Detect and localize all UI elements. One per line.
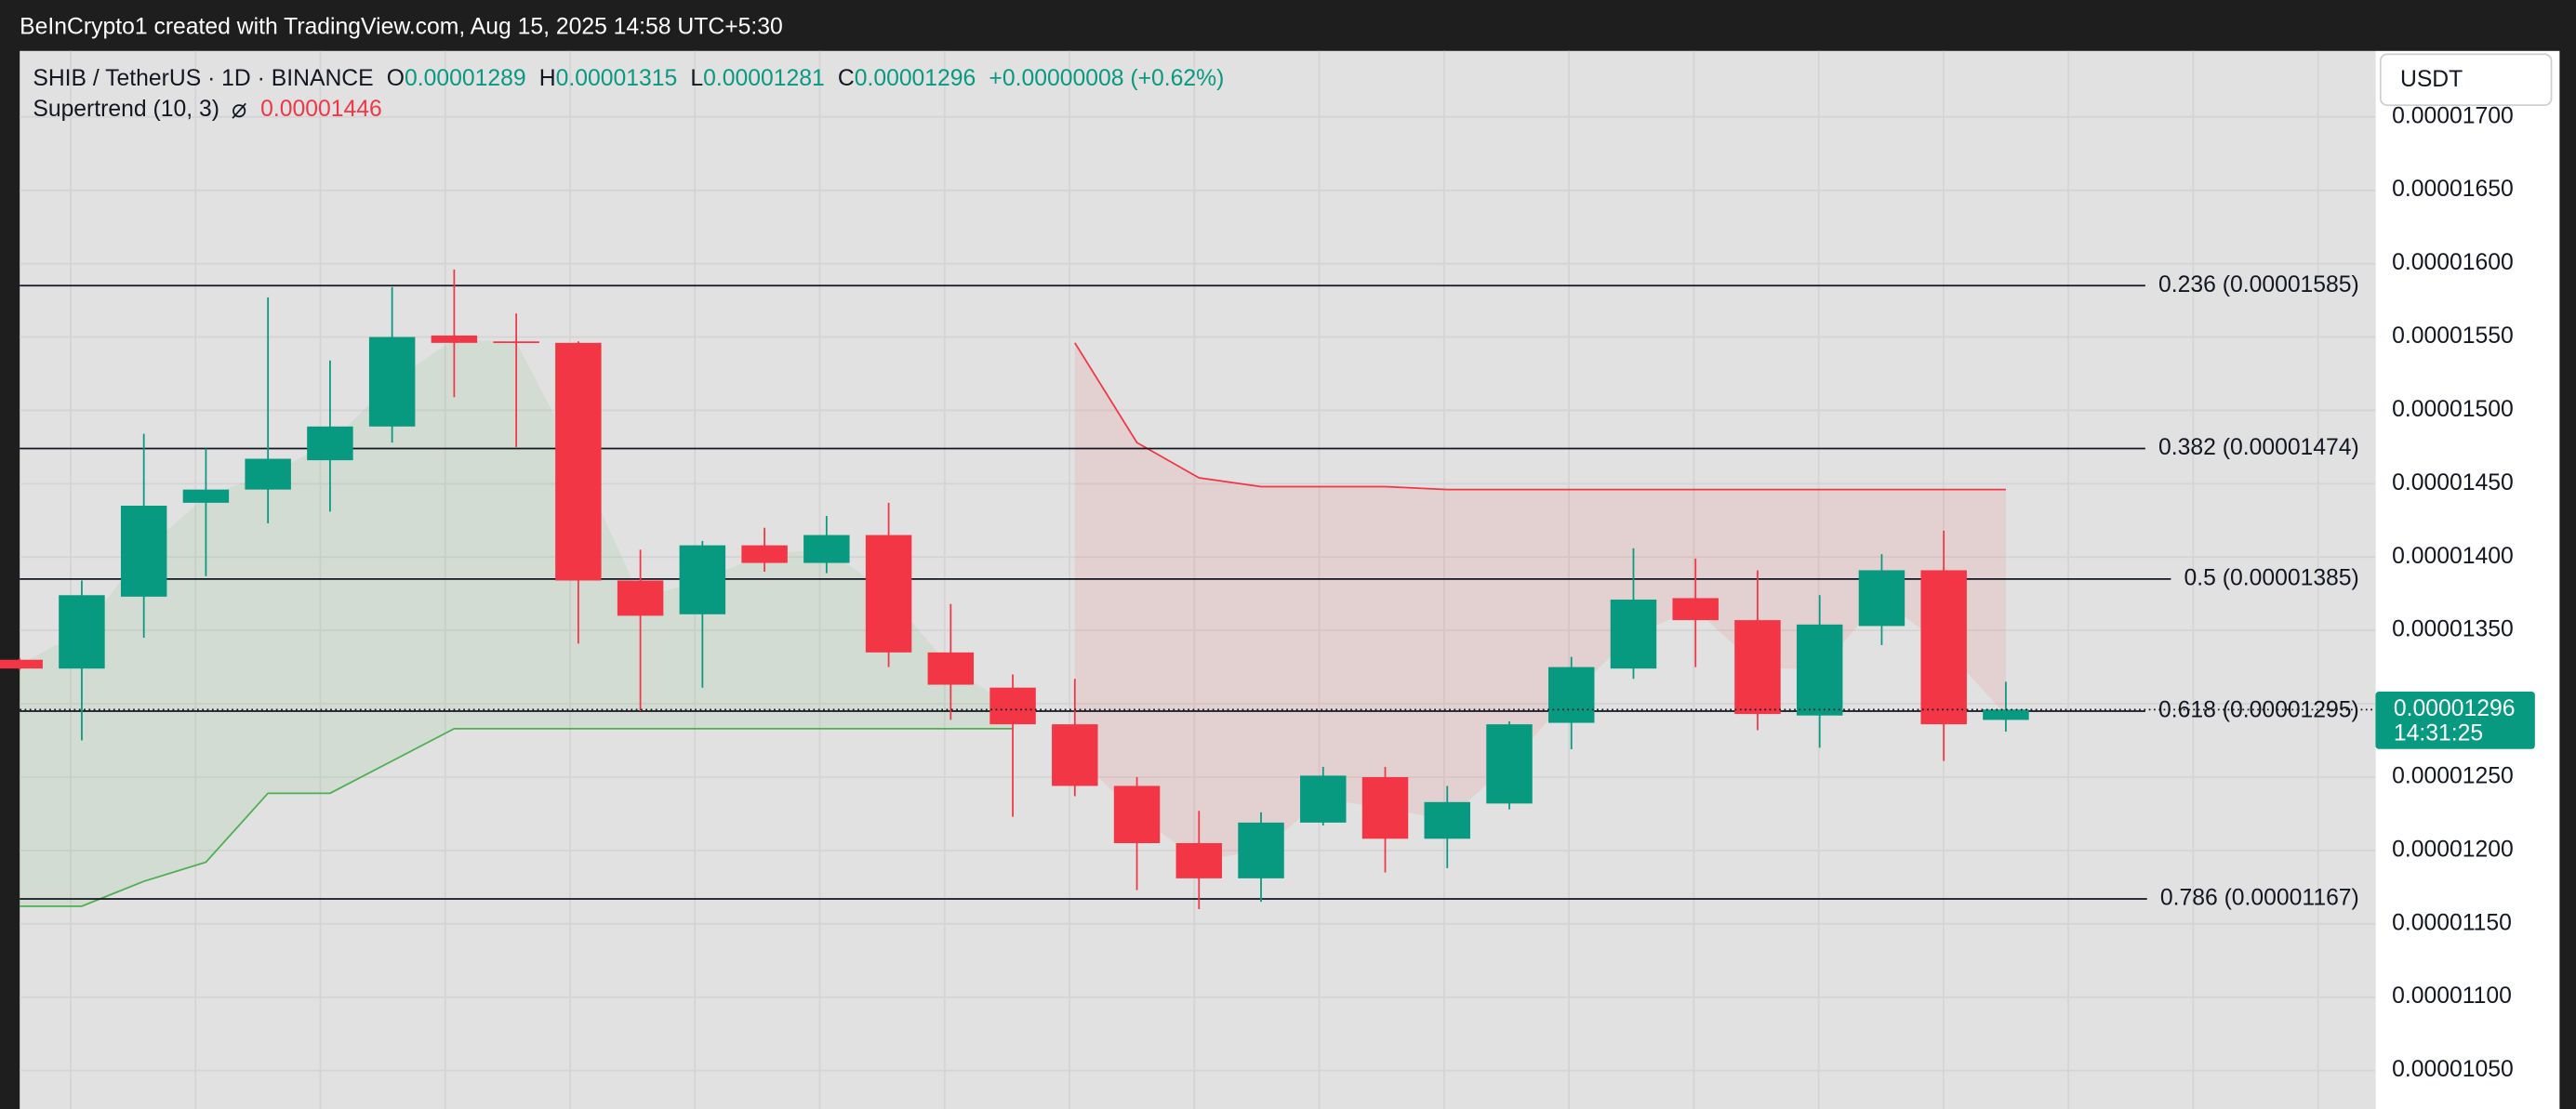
price-tag-value: 0.00001296 xyxy=(2394,696,2516,721)
candle-body xyxy=(803,535,850,563)
ohlc-value: 0.00001281 xyxy=(703,65,825,90)
candle-body xyxy=(1424,801,1470,839)
candle-body xyxy=(679,545,726,614)
candle-body xyxy=(1858,570,1905,627)
y-tick-label: 0.00001150 xyxy=(2392,910,2512,935)
legend-line: SHIB / TetherUS · 1D · BINANCE O0.0000128… xyxy=(33,65,1224,90)
candle-body xyxy=(989,687,1036,725)
change: +0.00000008 (+0.62%) xyxy=(989,65,1224,90)
candle-body xyxy=(1548,667,1595,723)
candle-body xyxy=(307,426,353,461)
y-tick-label: 0.00001250 xyxy=(2392,764,2514,789)
level-label: 0.786 (0.00001167) xyxy=(2160,885,2359,910)
candle-body xyxy=(1361,776,1409,839)
y-tick-label: 0.00001650 xyxy=(2392,177,2514,202)
candle-body xyxy=(1983,709,2029,720)
candle-body xyxy=(431,335,478,343)
y-tick-label: 0.00001500 xyxy=(2392,397,2514,422)
candle-body xyxy=(617,580,664,616)
y-tick-label: 0.00001100 xyxy=(2392,984,2512,1009)
currency: USDT xyxy=(2400,67,2463,92)
candle-body xyxy=(741,545,788,563)
y-tick-label: 0.00001700 xyxy=(2392,103,2514,128)
candle-body xyxy=(1175,842,1223,878)
candle-body xyxy=(0,659,43,669)
ohlc-letter: O xyxy=(387,65,405,90)
currency-box[interactable] xyxy=(2379,53,2553,106)
candle-body xyxy=(1734,620,1781,715)
candle-body xyxy=(1920,570,1967,725)
supertrend-name: Supertrend (10, 3) xyxy=(33,97,219,122)
candle-body xyxy=(1486,724,1533,804)
ohlc-letter: L xyxy=(690,65,703,90)
candle-body xyxy=(368,337,416,427)
ohlc-value: 0.00001296 xyxy=(855,65,976,90)
y-tick-label: 0.00001350 xyxy=(2392,617,2514,642)
ohlc-value: 0.00001289 xyxy=(405,65,526,90)
candle-body xyxy=(245,458,291,490)
candle-body xyxy=(865,535,912,653)
candle-body xyxy=(1610,600,1657,669)
ohlc-value: 0.00001315 xyxy=(556,65,678,90)
price-axis: 0.00001050 0.00001100 0.00001150 0.00001200… xyxy=(2375,103,2535,1082)
ohlc-letter: H xyxy=(539,65,556,90)
y-tick-label: 0.00001400 xyxy=(2392,544,2514,569)
y-tick-label: 0.00001200 xyxy=(2392,837,2514,862)
chart-title: BeInCrypto1 created with TradingView.com… xyxy=(20,15,783,40)
candle-body xyxy=(120,506,167,597)
candle-body xyxy=(1238,822,1284,878)
candles xyxy=(0,269,2376,910)
candle-body xyxy=(1796,624,1843,716)
grid xyxy=(20,50,2376,1109)
price-tag xyxy=(2375,691,2535,749)
level-label: 0.382 (0.00001474) xyxy=(2158,435,2359,460)
supertrend-fill xyxy=(1074,342,2006,861)
candle-body xyxy=(59,595,105,669)
candle-body xyxy=(182,489,230,503)
supertrend-line xyxy=(1074,342,2006,491)
candle-body xyxy=(1300,775,1347,823)
y-tick-label: 0.00001600 xyxy=(2392,250,2514,275)
candle-body xyxy=(927,652,975,685)
hide-icon[interactable] xyxy=(232,102,246,119)
ohlc-letter: C xyxy=(838,65,855,90)
candle-body xyxy=(1672,598,1719,621)
icon-circle xyxy=(232,104,246,118)
supertrend-line xyxy=(20,728,1014,907)
level-label: 0.5 (0.00001385) xyxy=(2184,565,2359,590)
candle-body xyxy=(555,342,602,581)
symbol: SHIB / TetherUS · 1D · BINANCE xyxy=(33,65,373,90)
candle-body xyxy=(1052,724,1098,786)
y-tick-label: 0.00001050 xyxy=(2392,1057,2514,1082)
y-tick-label: 0.00001550 xyxy=(2392,323,2514,349)
plot-background xyxy=(20,50,2376,1109)
candle-body xyxy=(493,341,539,344)
price-tag-countdown: 14:31:25 xyxy=(2394,720,2483,746)
supertrend-value: 0.00001446 xyxy=(260,97,382,122)
y-tick-label: 0.00001450 xyxy=(2392,470,2514,495)
price-axis-background xyxy=(2375,50,2560,1109)
icon-slash xyxy=(232,102,246,119)
level-label: 0.236 (0.00001585) xyxy=(2158,272,2359,297)
candle-body xyxy=(1113,786,1161,843)
